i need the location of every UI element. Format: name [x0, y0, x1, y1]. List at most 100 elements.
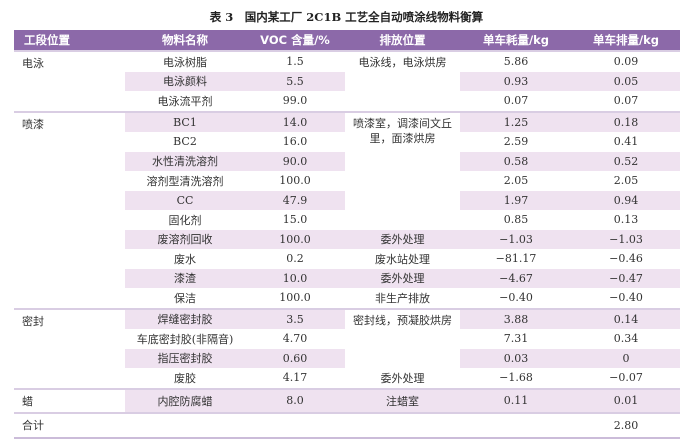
- emission-cell: 0.05: [572, 71, 680, 91]
- table-row: 溶剂型清洗溶剂 100.0 2.05 2.05: [14, 171, 680, 191]
- consumption-cell: 1.97: [460, 190, 572, 210]
- consumption-cell: −1.03: [460, 229, 572, 249]
- consumption-cell: −81.17: [495, 252, 537, 266]
- emission-cell: 0.01: [572, 387, 680, 413]
- emission-cell: 0.34: [613, 332, 639, 346]
- table-row: 车底密封胶(非隔音) 4.70 7.31 0.34: [14, 329, 680, 349]
- section-cell: 电泳: [14, 50, 125, 112]
- material-name-cell: 保洁: [174, 291, 196, 305]
- location-cell: 注蜡室: [345, 387, 460, 413]
- empty-cell: [125, 412, 245, 439]
- material-name-cell: 电泳颜料: [125, 71, 245, 91]
- table-row: 漆渣 10.0 委外处理 −4.67 −0.47: [14, 268, 680, 288]
- location-cell: 废水站处理: [375, 252, 430, 266]
- location-cell: 电泳线，电泳烘房: [345, 50, 460, 112]
- material-balance-table: 工段位置 物料名称 VOC 含量/% 排放位置 单车耗量/kg 单车排量/kg …: [14, 30, 680, 439]
- location-cell: 喷漆室，调漆间文丘里，面漆烘房: [345, 110, 460, 230]
- voc-cell: 5.5: [245, 71, 345, 91]
- total-emission: 2.80: [572, 412, 680, 439]
- table-row: 水性清洗溶剂 90.0 0.58 0.52: [14, 151, 680, 171]
- header-material: 物料名称: [125, 30, 245, 51]
- total-label: 合计: [14, 412, 125, 439]
- emission-cell: 0.41: [613, 135, 639, 149]
- consumption-cell: 2.05: [503, 174, 529, 188]
- table-row: 废溶剂回收 100.0 委外处理 −1.03 −1.03: [14, 229, 680, 249]
- table-row: CC 47.9 1.97 0.94: [14, 190, 680, 210]
- material-name-cell: BC2: [173, 135, 197, 149]
- empty-cell: [345, 412, 460, 439]
- consumption-cell: −0.40: [499, 291, 533, 305]
- voc-cell: 100.0: [279, 174, 311, 188]
- emission-cell: 0.18: [572, 110, 680, 132]
- location-cell: 密封线，预凝胶烘房: [345, 307, 460, 368]
- table-row: 固化剂 15.0 0.85 0.13: [14, 210, 680, 230]
- material-name-cell: 废水: [174, 252, 196, 266]
- table-row: 废胶 4.17 委外处理 −1.68 −0.07: [14, 368, 680, 389]
- emission-cell: 0.94: [572, 190, 680, 210]
- total-row: 合计 2.80: [14, 412, 680, 439]
- voc-cell: 4.70: [282, 332, 308, 346]
- table-row: BC2 16.0 2.59 0.41: [14, 132, 680, 152]
- material-name-cell: 固化剂: [168, 213, 202, 227]
- voc-cell: 0.60: [245, 348, 345, 368]
- material-name-cell: 车底密封胶(非隔音): [136, 332, 234, 346]
- consumption-cell: −4.67: [460, 268, 572, 288]
- consumption-cell: 5.86: [460, 50, 572, 72]
- consumption-cell: 0.93: [460, 71, 572, 91]
- table-row: 蜡内腔防腐蜡 8.0 注蜡室 0.11 0.01: [14, 387, 680, 413]
- voc-cell: 99.0: [282, 94, 308, 108]
- table-row: 密封 焊缝密封胶 3.5 密封线，预凝胶烘房 3.88 0.14: [14, 307, 680, 389]
- consumption-cell: 2.59: [503, 135, 529, 149]
- emission-cell: 0.13: [613, 213, 639, 227]
- table-row: 废水 0.2 废水站处理 −81.17 −0.46: [14, 249, 680, 269]
- location-cell: 委外处理: [345, 268, 460, 288]
- consumption-cell: −1.68: [499, 371, 533, 385]
- empty-cell: [460, 412, 572, 439]
- table-row: 保洁 100.0 非生产排放 −0.40 −0.40: [14, 288, 680, 309]
- header-emission: 单车排量/kg: [572, 30, 680, 51]
- voc-cell: 15.0: [282, 213, 308, 227]
- material-name-cell: 废胶: [174, 371, 196, 385]
- voc-cell: 4.17: [282, 371, 308, 385]
- header-consumption: 单车耗量/kg: [460, 30, 572, 51]
- material-name-cell: BC1: [125, 110, 245, 132]
- material-name-cell: 电泳流平剂: [157, 94, 213, 108]
- section-cell: 喷漆: [14, 110, 125, 309]
- table-row: 电泳 电泳树脂 1.5 电泳线，电泳烘房 5.86 0.09: [14, 50, 680, 112]
- consumption-cell: 0.07: [503, 94, 529, 108]
- voc-cell: 47.9: [245, 190, 345, 210]
- voc-cell: 14.0: [245, 110, 345, 132]
- table-row: 指压密封胶 0.60 0.03 0: [14, 348, 680, 368]
- location-cell: 委外处理: [380, 371, 425, 385]
- emission-cell: −0.47: [572, 268, 680, 288]
- table-row: 电泳颜料 5.5 0.93 0.05: [14, 71, 680, 91]
- material-name-cell: 溶剂型清洗溶剂: [146, 174, 224, 188]
- header-voc: VOC 含量/%: [245, 30, 345, 51]
- consumption-cell: 0.11: [460, 387, 572, 413]
- table-row: 电泳流平剂 99.0 0.07 0.07: [14, 91, 680, 112]
- header-section: 工段位置: [14, 30, 125, 51]
- section-cell: 蜡: [14, 387, 125, 413]
- voc-cell: 100.0: [245, 229, 345, 249]
- material-name-cell: CC: [125, 190, 245, 210]
- material-name-cell: 电泳树脂: [125, 50, 245, 72]
- material-name-cell: 水性清洗溶剂: [125, 151, 245, 171]
- emission-cell: −0.46: [609, 252, 643, 266]
- voc-cell: 0.2: [286, 252, 304, 266]
- section-cell: 密封: [14, 307, 125, 389]
- emission-cell: 0.09: [572, 50, 680, 72]
- consumption-cell: 0.03: [460, 348, 572, 368]
- voc-cell: 3.5: [245, 307, 345, 329]
- voc-cell: 90.0: [245, 151, 345, 171]
- emission-cell: −0.07: [609, 371, 643, 385]
- material-name-cell: 废溶剂回收: [125, 229, 245, 249]
- voc-cell: 100.0: [279, 291, 311, 305]
- emission-cell: −1.03: [572, 229, 680, 249]
- consumption-cell: 1.25: [460, 110, 572, 132]
- material-name-cell: 指压密封胶: [125, 348, 245, 368]
- table-row: 喷漆 BC1 14.0 喷漆室，调漆间文丘里，面漆烘房 1.25 0.18: [14, 110, 680, 309]
- consumption-cell: 7.31: [503, 332, 529, 346]
- consumption-cell: 0.85: [503, 213, 529, 227]
- voc-cell: 10.0: [245, 268, 345, 288]
- emission-cell: −0.40: [609, 291, 643, 305]
